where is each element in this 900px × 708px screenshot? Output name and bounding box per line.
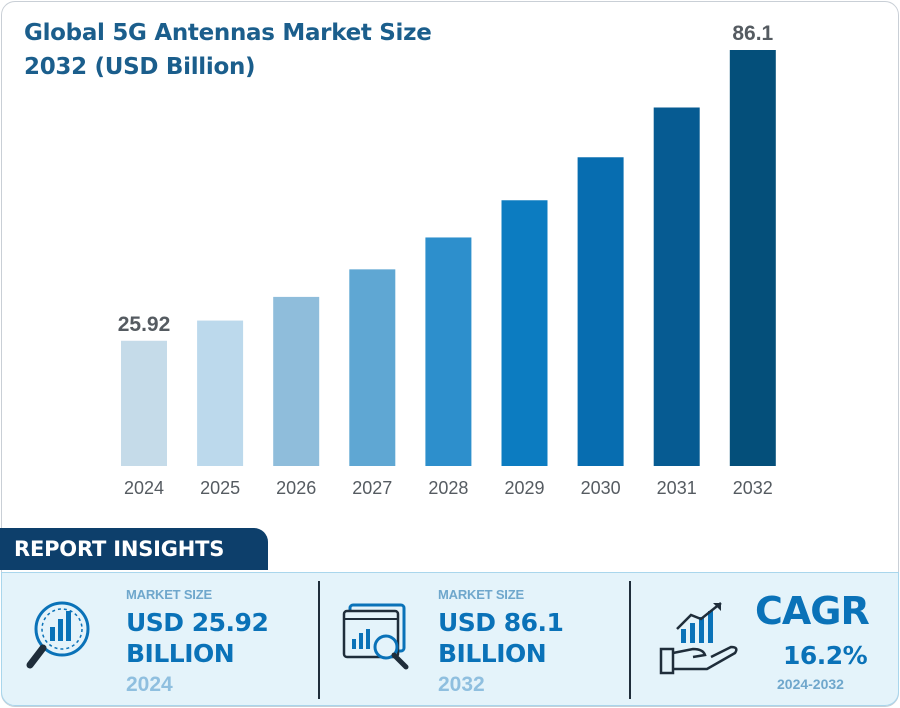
market-size-label: MARKET SIZE bbox=[126, 587, 212, 602]
x-tick-label: 2032 bbox=[733, 478, 773, 498]
bar-2027 bbox=[349, 269, 396, 466]
market-size-2024-card: MARKET SIZE USD 25.92 BILLION 2024 bbox=[2, 573, 318, 707]
x-tick-label: 2028 bbox=[428, 478, 468, 498]
market-size-year: 2032 bbox=[438, 673, 485, 696]
bar-2028 bbox=[425, 237, 472, 466]
bar-2025 bbox=[197, 320, 244, 466]
market-size-2032-card: MARKET SIZE USD 86.1 BILLION 2032 bbox=[320, 573, 629, 707]
x-tick-label: 2025 bbox=[200, 478, 240, 498]
bar-2032 bbox=[729, 50, 776, 466]
cagr-range: 2024-2032 bbox=[777, 676, 844, 692]
data-label: 25.92 bbox=[118, 313, 171, 336]
market-size-unit: BILLION bbox=[438, 639, 547, 668]
market-size-unit: BILLION bbox=[126, 639, 235, 668]
market-size-value: USD 86.1 bbox=[438, 608, 564, 637]
insights-panel: MARKET SIZE USD 25.92 BILLION 2024 MARKE… bbox=[1, 572, 899, 706]
bar-2031 bbox=[653, 107, 700, 466]
market-size-value: USD 25.92 bbox=[126, 608, 269, 637]
x-tick-label: 2031 bbox=[657, 478, 697, 498]
growth-hand-icon bbox=[659, 602, 738, 675]
bar-2024 bbox=[121, 340, 167, 466]
report-magnifier-icon bbox=[342, 603, 409, 670]
x-tick-label: 2027 bbox=[352, 478, 392, 498]
cagr-card: CAGR 16.2% 2024-2032 bbox=[631, 573, 900, 707]
x-tick-label: 2029 bbox=[504, 478, 544, 498]
bar-2030 bbox=[577, 157, 624, 466]
magnifier-chart-icon bbox=[26, 601, 90, 669]
cagr-value: 16.2% bbox=[783, 641, 868, 670]
data-label: 86.1 bbox=[732, 22, 773, 45]
bar-chart: 2024 25.92 2025 2026 2027 2028 2029 2030 2031 203… bbox=[118, 22, 776, 498]
market-size-label: MARKET SIZE bbox=[438, 587, 524, 602]
chart-title: Global 5G Antennas Market Size 2032 (USD… bbox=[24, 20, 432, 80]
x-tick-label: 2024 bbox=[124, 478, 164, 498]
x-tick-label: 2030 bbox=[581, 478, 621, 498]
x-tick-label: 2026 bbox=[276, 478, 316, 498]
bar-2026 bbox=[273, 296, 320, 466]
market-size-year: 2024 bbox=[126, 673, 173, 696]
cagr-title: CAGR bbox=[755, 589, 870, 633]
bar-2029 bbox=[501, 200, 548, 466]
panel-divider bbox=[629, 581, 631, 699]
panel-divider bbox=[318, 581, 320, 699]
report-insights-badge: REPORT INSIGHTS bbox=[0, 528, 268, 570]
